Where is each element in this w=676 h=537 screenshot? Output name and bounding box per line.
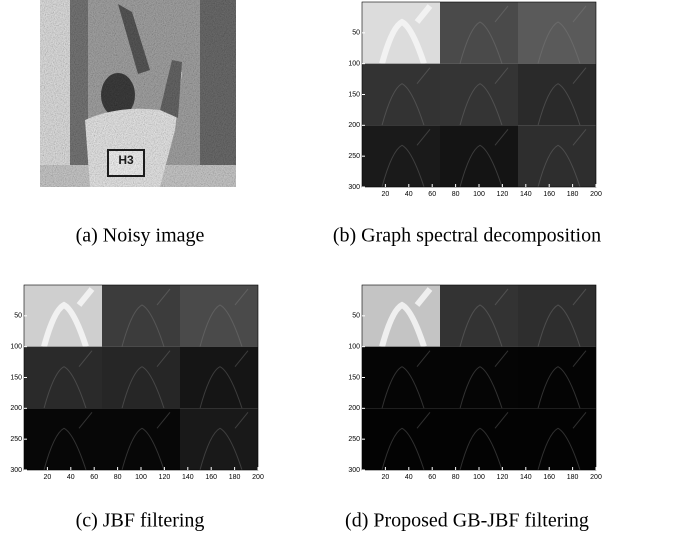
x-tick-label: 140 (520, 474, 532, 481)
y-tick-label: 250 (10, 436, 22, 443)
x-tick-label: 160 (205, 474, 217, 481)
x-tick-label: 60 (428, 191, 436, 198)
x-tick-label: 20 (382, 191, 390, 198)
tile (24, 408, 102, 470)
caption: (c) JBF filtering (76, 510, 205, 532)
y-tick-label: 250 (348, 436, 360, 443)
tile (440, 285, 518, 347)
x-tick-label: 180 (567, 191, 579, 198)
x-tick-label: 40 (67, 474, 75, 481)
x-tick-label: 200 (590, 191, 602, 198)
tile (440, 64, 518, 126)
x-tick-label: 180 (229, 474, 241, 481)
y-tick-label: 150 (348, 374, 360, 381)
tile (102, 285, 180, 347)
x-tick-label: 20 (382, 474, 390, 481)
caption: (b) Graph spectral decomposition (333, 225, 601, 247)
x-tick-label: 20 (44, 474, 52, 481)
tile (362, 408, 440, 470)
tile (518, 408, 596, 470)
y-tick-label: 50 (352, 30, 360, 37)
x-tick-label: 80 (452, 474, 460, 481)
tile (518, 64, 596, 126)
x-tick-label: 100 (135, 474, 147, 481)
x-tick-label: 80 (114, 474, 122, 481)
x-tick-label: 40 (405, 474, 413, 481)
x-tick-label: 180 (567, 474, 579, 481)
y-tick-label: 200 (10, 405, 22, 412)
x-tick-label: 120 (497, 474, 509, 481)
tile (440, 347, 518, 409)
y-tick-label: 50 (14, 313, 22, 320)
noisy-image: H3 (40, 0, 236, 187)
y-tick-label: 100 (348, 61, 360, 68)
tile (440, 2, 518, 64)
y-tick-label: 300 (348, 467, 360, 474)
tile (102, 408, 180, 470)
x-tick-label: 40 (405, 191, 413, 198)
y-tick-label: 50 (352, 313, 360, 320)
tile (362, 347, 440, 409)
tile (518, 2, 596, 64)
y-tick-label: 150 (10, 374, 22, 381)
x-tick-label: 140 (520, 191, 532, 198)
tile (180, 408, 258, 470)
tile (24, 347, 102, 409)
x-tick-label: 60 (90, 474, 98, 481)
subfigure: 20 40 60 80 100 120 140 160 180 200 50 100 150 200 250… (10, 285, 264, 532)
tile (180, 347, 258, 409)
caption: (a) Noisy image (76, 225, 205, 247)
x-tick-label: 200 (590, 474, 602, 481)
figure: H3 (a) Noisy image 20 40 60 80 100 120 140 160 1… (0, 0, 676, 537)
y-tick-label: 100 (10, 344, 22, 351)
subfigure: 20 40 60 80 100 120 140 160 180 200 50 100 150 200 250… (333, 2, 602, 247)
x-tick-label: 120 (159, 474, 171, 481)
y-tick-label: 300 (348, 184, 360, 191)
x-tick-label: 100 (473, 474, 485, 481)
subfigure: 20 40 60 80 100 120 140 160 180 200 50 100 150 200 250… (345, 285, 602, 532)
svg-text:H3: H3 (118, 153, 134, 167)
tile (518, 285, 596, 347)
x-tick-label: 160 (543, 474, 555, 481)
x-tick-label: 200 (252, 474, 264, 481)
tile (362, 125, 440, 187)
tile (440, 408, 518, 470)
x-tick-label: 60 (428, 474, 436, 481)
y-tick-label: 100 (348, 344, 360, 351)
tile (362, 64, 440, 126)
x-tick-label: 100 (473, 191, 485, 198)
tile (102, 347, 180, 409)
x-tick-label: 120 (497, 191, 509, 198)
y-tick-label: 250 (348, 153, 360, 160)
tile (518, 125, 596, 187)
tile (180, 285, 258, 347)
y-tick-label: 200 (348, 122, 360, 129)
tile (518, 347, 596, 409)
x-tick-label: 160 (543, 191, 555, 198)
x-tick-label: 80 (452, 191, 460, 198)
caption: (d) Proposed GB-JBF filtering (345, 510, 589, 532)
y-tick-label: 200 (348, 405, 360, 412)
y-tick-label: 150 (348, 91, 360, 98)
y-tick-label: 300 (10, 467, 22, 474)
tile (440, 125, 518, 187)
x-tick-label: 140 (182, 474, 194, 481)
